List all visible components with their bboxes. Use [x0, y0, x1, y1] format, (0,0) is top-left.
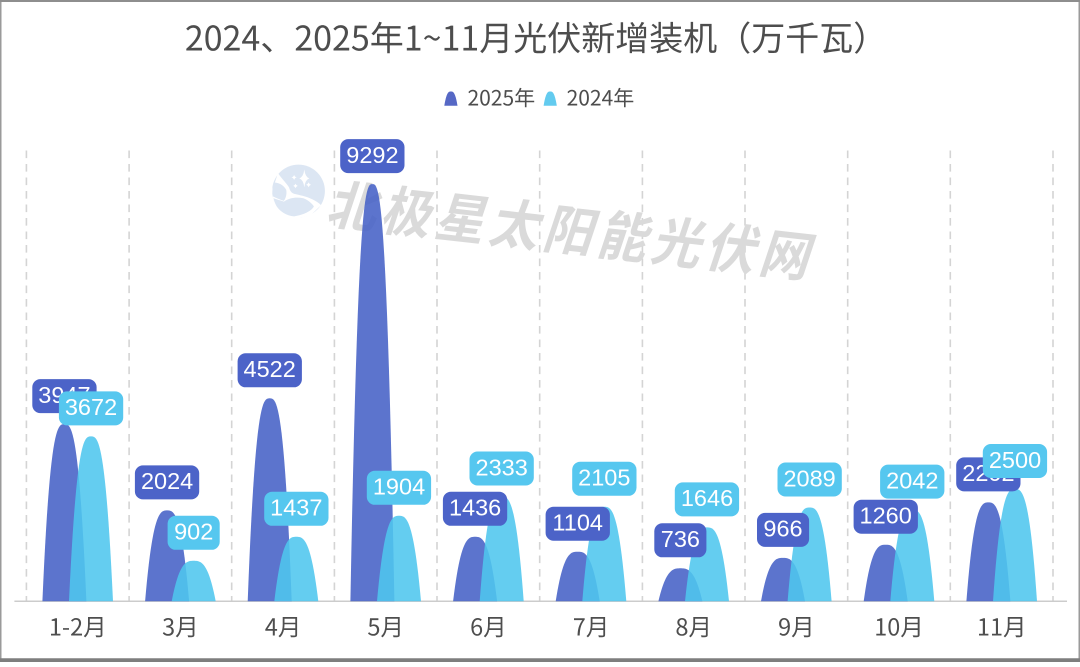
svg-text:1646: 1646 — [681, 485, 733, 511]
svg-text:2333: 2333 — [476, 454, 528, 480]
svg-text:902: 902 — [174, 519, 213, 545]
svg-text:2024: 2024 — [141, 468, 193, 494]
svg-text:2500: 2500 — [989, 447, 1041, 473]
svg-text:2042: 2042 — [886, 467, 938, 493]
svg-text:1104: 1104 — [552, 510, 603, 536]
svg-text:2105: 2105 — [578, 465, 630, 491]
svg-text:1260: 1260 — [860, 503, 912, 529]
svg-text:4522: 4522 — [244, 356, 296, 382]
svg-text:736: 736 — [661, 526, 700, 552]
svg-text:3672: 3672 — [65, 394, 117, 420]
svg-text:2089: 2089 — [783, 465, 835, 491]
svg-text:1437: 1437 — [270, 495, 322, 521]
svg-text:1904: 1904 — [373, 474, 425, 500]
svg-text:966: 966 — [763, 516, 802, 542]
svg-text:1436: 1436 — [449, 495, 501, 521]
svg-text:9292: 9292 — [346, 142, 398, 168]
